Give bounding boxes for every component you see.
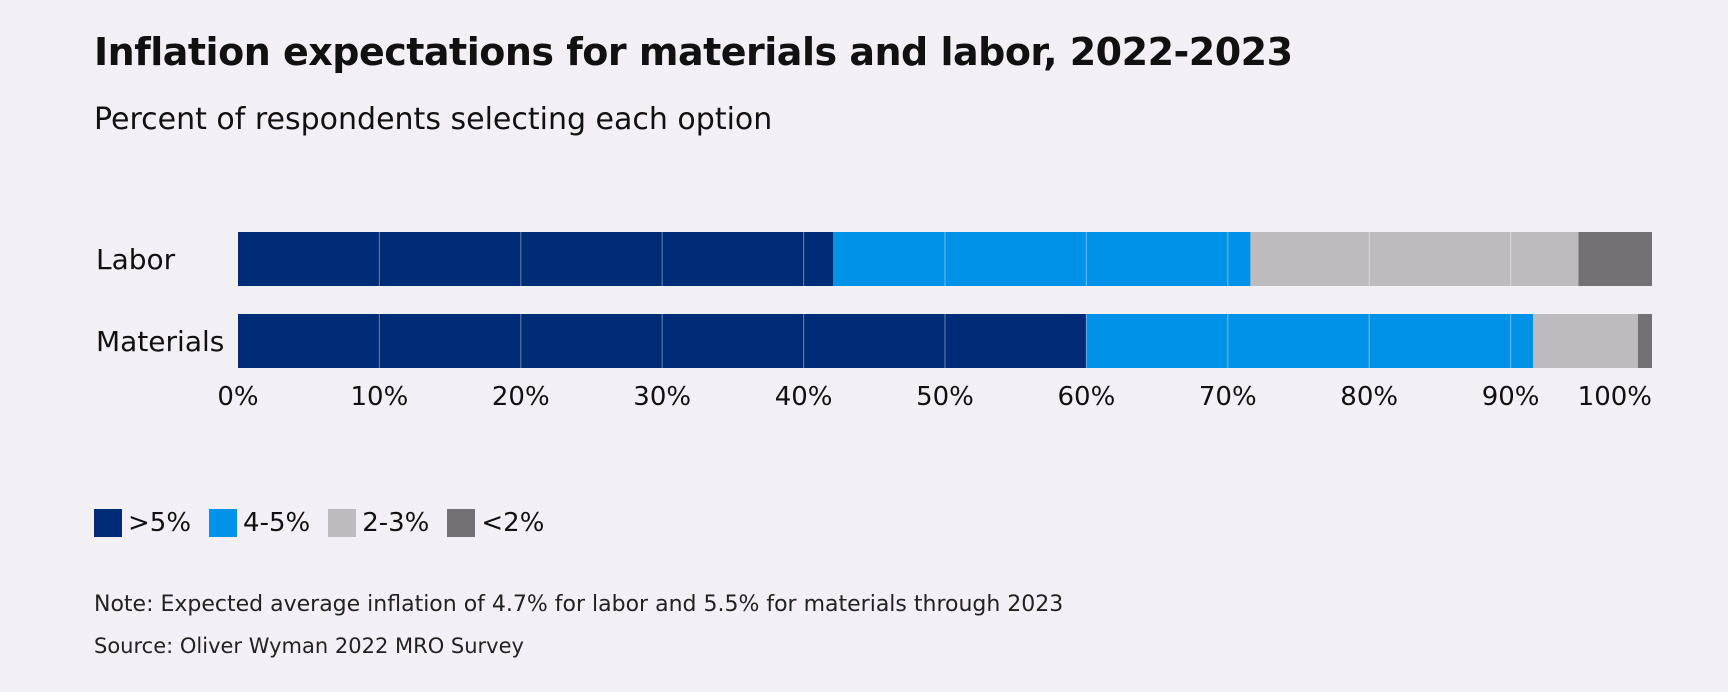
category-label: Materials bbox=[96, 325, 224, 358]
x-tick-label: 10% bbox=[351, 382, 409, 412]
bar-segment bbox=[238, 314, 1087, 368]
chart-note: Note: Expected average inflation of 4.7%… bbox=[94, 592, 1064, 617]
chart-subtitle: Percent of respondents selecting each op… bbox=[94, 102, 773, 137]
legend-item: 4-5% bbox=[209, 508, 310, 538]
x-tick-label: 100% bbox=[1578, 382, 1652, 412]
legend: >5% 4-5% 2-3% <2% bbox=[94, 508, 562, 538]
x-tick-label: 90% bbox=[1482, 382, 1540, 412]
bar-segment bbox=[238, 232, 834, 286]
bar-segment bbox=[1086, 314, 1534, 368]
legend-label: <2% bbox=[481, 508, 545, 538]
legend-swatch bbox=[328, 509, 357, 537]
legend-item: >5% bbox=[94, 508, 191, 538]
bar-segment bbox=[1250, 232, 1579, 286]
x-tick-label: 30% bbox=[633, 382, 691, 412]
x-tick-label: 20% bbox=[492, 382, 550, 412]
x-tick-label: 0% bbox=[217, 382, 258, 412]
chart-title: Inflation expectations for materials and… bbox=[94, 30, 1293, 74]
legend-swatch bbox=[209, 509, 238, 537]
category-label: Labor bbox=[96, 243, 176, 276]
bar-segment bbox=[1533, 314, 1638, 368]
x-tick-label: 50% bbox=[916, 382, 974, 412]
legend-label: 4-5% bbox=[243, 508, 311, 538]
x-tick-label: 60% bbox=[1058, 382, 1116, 412]
bar-segment bbox=[1637, 314, 1652, 368]
x-tick-label: 70% bbox=[1199, 382, 1257, 412]
legend-item: 2-3% bbox=[328, 508, 429, 538]
x-tick-label: 40% bbox=[775, 382, 833, 412]
legend-swatch bbox=[94, 509, 122, 537]
stacked-bar-chart: Labor Materials 0% 10% 20% 30% 40% 50% 60% 70% 80%… bbox=[96, 232, 1652, 412]
bar-segment bbox=[1578, 232, 1652, 286]
bar-segment bbox=[833, 232, 1251, 286]
legend-label: >5% bbox=[128, 508, 192, 538]
x-tick-label: 80% bbox=[1340, 382, 1398, 412]
legend-label: 2-3% bbox=[362, 508, 430, 538]
chart-source: Source: Oliver Wyman 2022 MRO Survey bbox=[94, 634, 524, 658]
legend-item: <2% bbox=[447, 508, 544, 538]
legend-swatch bbox=[447, 509, 476, 537]
